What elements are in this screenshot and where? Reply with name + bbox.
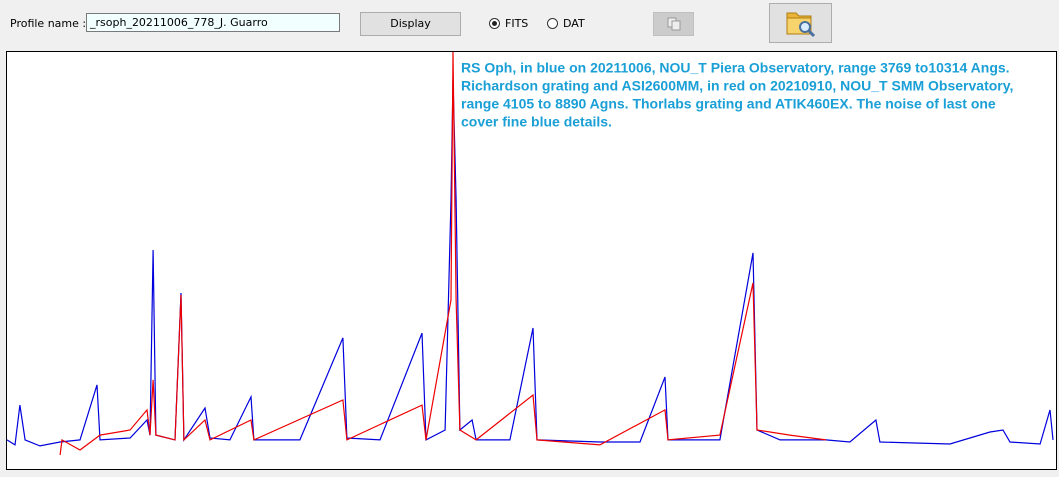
profile-input[interactable]: _rsoph_20211006_778_J. Guarro [86, 13, 340, 32]
radio-fits[interactable]: FITS [489, 17, 528, 30]
spectrum-plot: RS Oph, in blue on 20211006, NOU_T Piera… [6, 51, 1057, 470]
annotation-line: range 4105 to 8890 Agns. Thorlabs gratin… [461, 96, 996, 112]
annotation-line: RS Oph, in blue on 20211006, NOU_T Piera… [461, 60, 1010, 76]
radio-label: FITS [505, 17, 529, 30]
profile-label: Profile name : [10, 17, 87, 30]
copy-icon [667, 17, 681, 31]
annotation-line: cover fine blue details. [461, 114, 612, 130]
radio-dot [489, 18, 500, 29]
spectrum-line [6, 79, 1054, 447]
radio-dat[interactable]: DAT [547, 17, 585, 30]
display-button[interactable]: Display [360, 12, 461, 36]
folder-icon [786, 12, 816, 38]
radio-label: DAT [563, 17, 585, 30]
copy-button[interactable] [653, 12, 694, 36]
radio-dot [547, 18, 558, 29]
plot-frame [6, 51, 1057, 470]
spectrum-line [59, 51, 826, 456]
annotation-line: Richardson grating and ASI2600MM, in red… [461, 78, 1013, 94]
open-folder-button[interactable] [769, 3, 832, 43]
